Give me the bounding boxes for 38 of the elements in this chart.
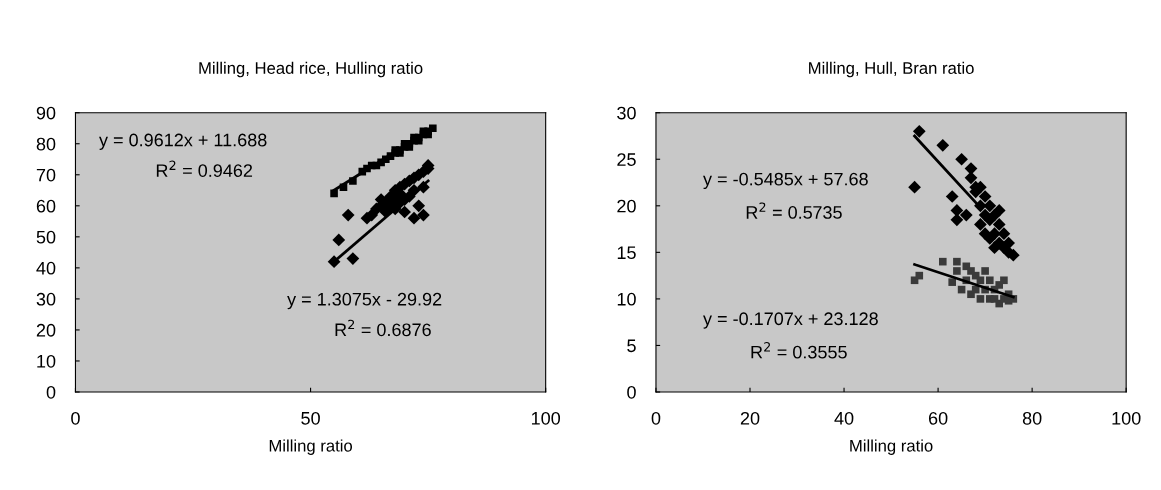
y-tick-label: 30 [36, 292, 56, 306]
x-axis-title: Milling ratio [269, 439, 353, 455]
y-tick-label: 10 [37, 354, 56, 368]
annotation: R$^{2}$ = 0.5735 [746, 202, 842, 219]
y-tick-label: 25 [617, 153, 636, 166]
x-axis-title: Milling ratio [850, 439, 933, 455]
x-tick-label: 20 [740, 411, 760, 425]
y-tick-label: 90 [36, 106, 56, 120]
y-tick-label: 70 [36, 168, 56, 182]
y-tick-label: 15 [617, 246, 636, 260]
chart-title: Milling, Hull, Bran ratio [809, 61, 974, 78]
annotation: y = -0.1707x + 23.128 [703, 312, 878, 329]
chart-title: Milling, Head rice, Hulling ratio [199, 61, 423, 78]
x-tick-label: 80 [1022, 411, 1042, 425]
annotation: y = -0.5485x + 57.68 [703, 172, 868, 190]
y-tick-label: 50 [36, 230, 56, 244]
y-tick-label: 60 [36, 199, 56, 213]
y-tick-label: 30 [617, 106, 636, 120]
y-tick-label: 10 [617, 292, 636, 306]
x-tick-label: 60 [928, 411, 948, 425]
y-tick-label: 20 [36, 323, 56, 337]
annotation: R$^{2}$ = 0.6876 [335, 319, 431, 337]
x-tick-label: 0 [71, 411, 80, 425]
x-tick-label: 100 [1112, 411, 1141, 425]
y-tick-label: 5 [627, 339, 636, 353]
annotation: R$^{2}$ = 0.9462 [156, 160, 253, 177]
y-tick-label: 20 [617, 199, 636, 213]
y-tick-label: 0 [46, 385, 56, 399]
x-tick-label: 100 [531, 411, 561, 425]
x-tick-label: 40 [834, 411, 854, 425]
annotation: y = 1.3075x - 29.92 [287, 292, 442, 310]
y-tick-label: 80 [36, 137, 56, 151]
annotation: y = 0.9612x + 11.688 [99, 133, 267, 150]
x-tick-label: 0 [651, 411, 661, 425]
y-tick-label: 0 [627, 385, 636, 399]
annotation: R$^{2}$ = 0.3555 [751, 342, 847, 359]
y-tick-label: 40 [36, 261, 56, 275]
x-tick-label: 50 [301, 411, 320, 425]
